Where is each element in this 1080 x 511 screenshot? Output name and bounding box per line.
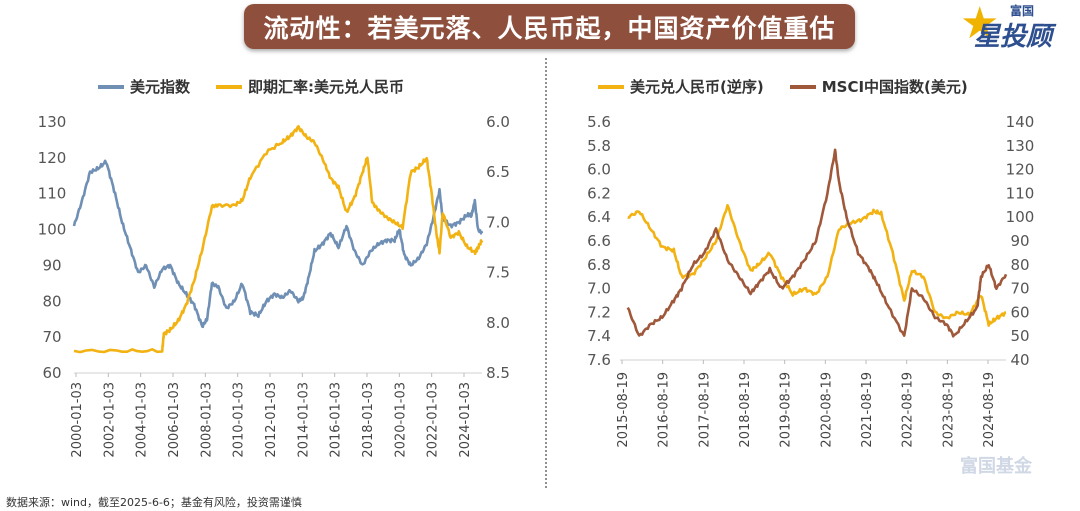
y-right-tick-label: 110 — [1006, 184, 1035, 202]
y-left-tick-label: 6.2 — [587, 184, 611, 202]
x-tick-label: 2010-01-03 — [232, 382, 247, 458]
legend-item-cny-inverted: 美元兑人民币(逆序) — [598, 76, 764, 97]
y-left-tick-label: 100 — [38, 221, 67, 239]
legend-swatch-brown — [789, 84, 816, 89]
legend-item-spot-rate: 即期汇率:美元兑人民币 — [216, 76, 404, 97]
y-right-tick-label: 6.5 — [486, 163, 510, 181]
y-right-tick-label: 50 — [1010, 327, 1029, 345]
y-left-tick-label: 130 — [38, 113, 67, 131]
x-tick-label: 2012-01-03 — [264, 382, 279, 458]
y-left-tick-label: 90 — [42, 256, 61, 274]
y-right-tick-label: 40 — [1010, 351, 1029, 369]
y-right-tick-label: 8.0 — [486, 314, 510, 332]
y-right-tick-label: 7.5 — [486, 264, 510, 282]
x-tick-label: 2004-01-03 — [135, 382, 150, 458]
x-tick-label: 2024-01-03 — [458, 382, 473, 458]
brand-logo: ★ 富国 星投顾 — [958, 0, 1076, 56]
y-left-tick-label: 5.8 — [587, 137, 611, 155]
y-left-tick-label: 70 — [42, 328, 61, 346]
watermark-text: 富国基金 — [960, 456, 1032, 477]
y-left-tick-label: 6.0 — [587, 161, 611, 179]
legend-item-msci-china: MSCI中国指数(美元) — [789, 76, 968, 97]
x-tick-label: 2022-08-19 — [901, 372, 916, 448]
y-left-tick-label: 7.6 — [587, 351, 611, 369]
x-tick-label: 2020-08-19 — [819, 372, 834, 448]
y-right-tick-label: 80 — [1010, 256, 1029, 274]
x-tick-label: 2002-01-03 — [102, 382, 117, 458]
x-tick-label: 2017-08-19 — [697, 372, 712, 448]
y-left-tick-label: 7.0 — [587, 280, 611, 298]
legend-swatch-blue — [98, 84, 124, 89]
x-tick-label: 2000-01-03 — [70, 382, 85, 458]
legend-swatch-gold — [216, 84, 243, 89]
y-left-tick-label: 120 — [38, 149, 67, 167]
legend-swatch-gold — [598, 84, 624, 89]
panel-divider — [545, 58, 547, 488]
series-line-left-axis — [72, 159, 484, 329]
x-tick-label: 2021-08-19 — [860, 372, 875, 448]
y-left-tick-label: 7.2 — [587, 303, 611, 321]
logo-main-text: 星投顾 — [974, 22, 1053, 52]
x-tick-label: 2020-01-03 — [393, 382, 408, 458]
y-right-tick-label: 7.0 — [486, 213, 510, 231]
x-tick-label: 2019-08-19 — [779, 372, 794, 448]
x-tick-label: 2015-08-19 — [616, 372, 631, 448]
star-icon: ★ — [960, 0, 1000, 49]
y-right-tick-label: 70 — [1010, 280, 1029, 298]
legend-label: MSCI中国指数(美元) — [821, 78, 968, 96]
y-right-tick-label: 60 — [1010, 303, 1029, 321]
x-tick-label: 2022-01-03 — [426, 382, 441, 458]
legend-label: 美元兑人民币(逆序) — [630, 78, 764, 96]
x-tick-label: 2018-01-03 — [361, 382, 376, 458]
x-tick-label: 2016-01-03 — [329, 382, 344, 458]
legend-label: 美元指数 — [130, 78, 191, 96]
y-right-tick-label: 120 — [1006, 161, 1035, 179]
x-tick-label: 2014-01-03 — [296, 382, 311, 458]
legend-label: 即期汇率:美元兑人民币 — [248, 78, 405, 96]
x-tick-label: 2024-08-19 — [982, 372, 997, 448]
y-left-tick-label: 80 — [42, 292, 61, 310]
y-left-tick-label: 7.4 — [587, 327, 611, 345]
series-line-left-axis — [627, 204, 1007, 327]
y-right-tick-label: 6.0 — [486, 113, 510, 131]
x-tick-label: 2006-01-03 — [167, 382, 182, 458]
x-tick-label: 2008-01-03 — [199, 382, 214, 458]
y-right-tick-label: 140 — [1006, 113, 1035, 131]
y-right-tick-label: 8.5 — [486, 364, 510, 382]
y-left-tick-label: 110 — [38, 185, 67, 203]
logo-top-text: 富国 — [1010, 4, 1035, 18]
y-left-tick-label: 5.6 — [587, 113, 611, 131]
y-left-tick-label: 6.4 — [587, 208, 611, 226]
x-tick-label: 2023-08-19 — [941, 372, 956, 448]
source-footnote: 数据来源：wind，截至2025-6-6；基金有风险，投资需谨慎 — [6, 496, 302, 509]
left-chart-legend: 美元指数 即期汇率:美元兑人民币 — [98, 76, 430, 97]
y-right-tick-label: 90 — [1010, 232, 1029, 250]
y-left-tick-label: 6.8 — [587, 256, 611, 274]
y-right-tick-label: 100 — [1006, 208, 1035, 226]
y-left-tick-label: 60 — [42, 364, 61, 382]
series-line-right-axis — [626, 148, 1008, 338]
series-line-right-axis — [73, 125, 484, 354]
legend-item-usd-index: 美元指数 — [98, 76, 190, 97]
page-title: 流动性：若美元落、人民币起，中国资产价值重估 — [244, 4, 855, 49]
x-tick-label: 2018-08-19 — [738, 372, 753, 448]
right-chart-legend: 美元兑人民币(逆序) MSCI中国指数(美元) — [598, 76, 994, 97]
y-left-tick-label: 6.6 — [587, 232, 611, 250]
x-tick-label: 2016-08-19 — [657, 372, 672, 448]
y-right-tick-label: 130 — [1006, 137, 1035, 155]
